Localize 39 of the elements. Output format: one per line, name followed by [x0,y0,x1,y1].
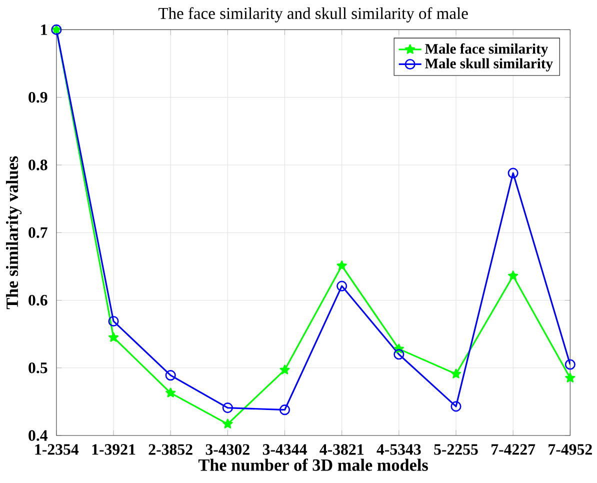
legend-label: Male skull similarity [425,58,553,72]
x-tick-label: 5-2255 [434,444,478,455]
y-tick-label: 1 [41,24,47,35]
point [108,332,119,342]
x-axis-title: The number of 3D male models [198,458,428,471]
y-tick-label: 0.8 [28,160,48,170]
x-tick-label: 3-4344 [262,444,307,455]
legend-label: Male face similarity [425,43,548,57]
point [450,368,462,378]
point [108,316,119,326]
point [394,349,404,360]
point [280,364,290,374]
point [279,404,290,416]
point [336,260,347,270]
x-tick-label: 4-5343 [376,444,421,455]
point [450,401,462,412]
y-tick-label: 0.9 [28,92,48,103]
point [166,388,176,398]
y-tick-label: 0.5 [28,362,48,374]
point [222,402,233,414]
point [508,168,518,178]
x-tick-label: 7-4952 [548,444,592,455]
point [508,270,518,280]
y-axis-title: The similarity values [6,156,22,310]
x-tick-label: 4-3821 [320,444,364,455]
y-tick-label: 0.7 [28,227,48,238]
y-tick-label: 0.6 [28,294,48,306]
point [165,370,176,381]
x-tick-label: 7-4227 [492,444,536,455]
y-tick-label: 0.4 [28,430,48,441]
x-tick-label: 1-3921 [92,444,136,455]
point [564,359,576,370]
x-tick-label: 1-2354 [35,444,79,455]
point [336,280,348,292]
point [565,372,576,382]
chart-title: The face similarity and skull similarity of male [158,7,468,22]
x-tick-label: 3-4302 [206,444,250,455]
point [222,418,233,428]
x-tick-label: 2-3852 [148,444,192,455]
